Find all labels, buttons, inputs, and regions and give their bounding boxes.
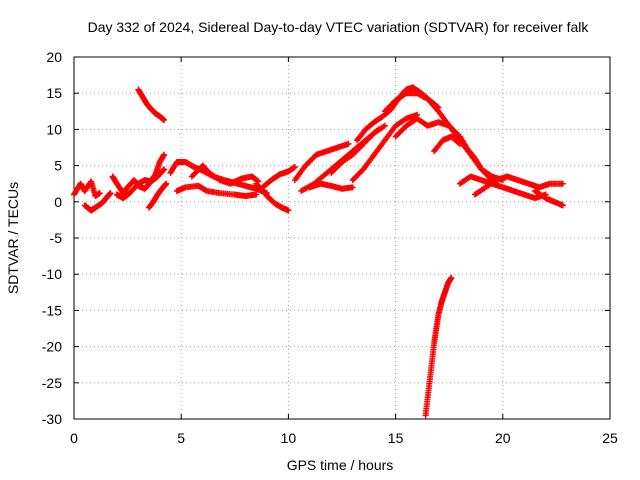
series-arc-22 bbox=[471, 173, 566, 198]
axis-ticks bbox=[73, 56, 611, 420]
y-axis-label: SDTVAR / TECUs bbox=[5, 182, 21, 294]
series-arc-18 bbox=[381, 90, 506, 184]
y-tick-label: -15 bbox=[42, 302, 62, 318]
data-point bbox=[163, 180, 170, 187]
y-tick-label: -25 bbox=[42, 375, 62, 391]
series-arc-5 bbox=[135, 86, 168, 123]
series-arc-12 bbox=[291, 140, 352, 184]
series-arc-4 bbox=[113, 166, 168, 202]
grid-lines bbox=[74, 57, 610, 419]
series-arc-11 bbox=[259, 164, 298, 191]
y-tick-label: -20 bbox=[42, 339, 62, 355]
data-point bbox=[291, 164, 298, 171]
data-point bbox=[381, 122, 388, 129]
y-tick-label: -10 bbox=[42, 266, 62, 282]
y-tick-labels: -30 -25 -20 -15 -10 -5 0 5 10 15 20 bbox=[42, 49, 62, 427]
x-tick-label: 5 bbox=[177, 430, 185, 446]
data-point bbox=[161, 116, 168, 123]
series-arc-19 bbox=[392, 115, 496, 184]
data-point bbox=[448, 274, 455, 281]
data-point bbox=[559, 202, 566, 209]
data-points bbox=[71, 84, 566, 419]
x-tick-label: 15 bbox=[388, 430, 404, 446]
data-point bbox=[345, 140, 352, 147]
data-point bbox=[161, 151, 168, 158]
data-point bbox=[96, 190, 103, 197]
series-arc-8 bbox=[188, 162, 262, 187]
x-tick-labels: 0 5 10 15 20 25 bbox=[70, 430, 618, 446]
y-tick-label: 15 bbox=[46, 85, 62, 101]
series-arc-1 bbox=[71, 178, 103, 200]
y-tick-label: -5 bbox=[50, 230, 63, 246]
series-arc-9 bbox=[173, 182, 260, 200]
data-point bbox=[285, 207, 292, 214]
y-tick-label: 10 bbox=[46, 121, 62, 137]
series-arc-23 bbox=[531, 187, 566, 209]
series-arc-10 bbox=[253, 180, 292, 214]
y-tick-label: 20 bbox=[46, 49, 62, 65]
data-point bbox=[253, 191, 260, 198]
data-point bbox=[160, 167, 167, 174]
series-arc-15 bbox=[328, 122, 388, 176]
data-point bbox=[559, 180, 566, 187]
x-tick-label: 25 bbox=[602, 430, 618, 446]
data-point bbox=[107, 190, 114, 197]
y-tick-label: 0 bbox=[54, 194, 62, 210]
x-tick-label: 10 bbox=[281, 430, 297, 446]
data-point bbox=[456, 140, 463, 147]
y-tick-label: -30 bbox=[42, 411, 62, 427]
y-tick-label: 5 bbox=[54, 158, 62, 174]
series-arc-24 bbox=[422, 274, 455, 419]
data-point bbox=[161, 166, 168, 173]
x-tick-label: 0 bbox=[70, 430, 78, 446]
series-arc-14 bbox=[306, 180, 356, 192]
series-arc-6 bbox=[146, 180, 170, 211]
data-point bbox=[349, 184, 356, 191]
x-tick-label: 20 bbox=[495, 430, 511, 446]
series-arc-2 bbox=[81, 190, 114, 214]
data-point bbox=[455, 139, 462, 146]
chart-title: Day 332 of 2024, Sidereal Day-to-day VTE… bbox=[88, 19, 590, 35]
series-arc-20 bbox=[431, 133, 463, 155]
x-axis-label: GPS time / hours bbox=[287, 457, 394, 473]
